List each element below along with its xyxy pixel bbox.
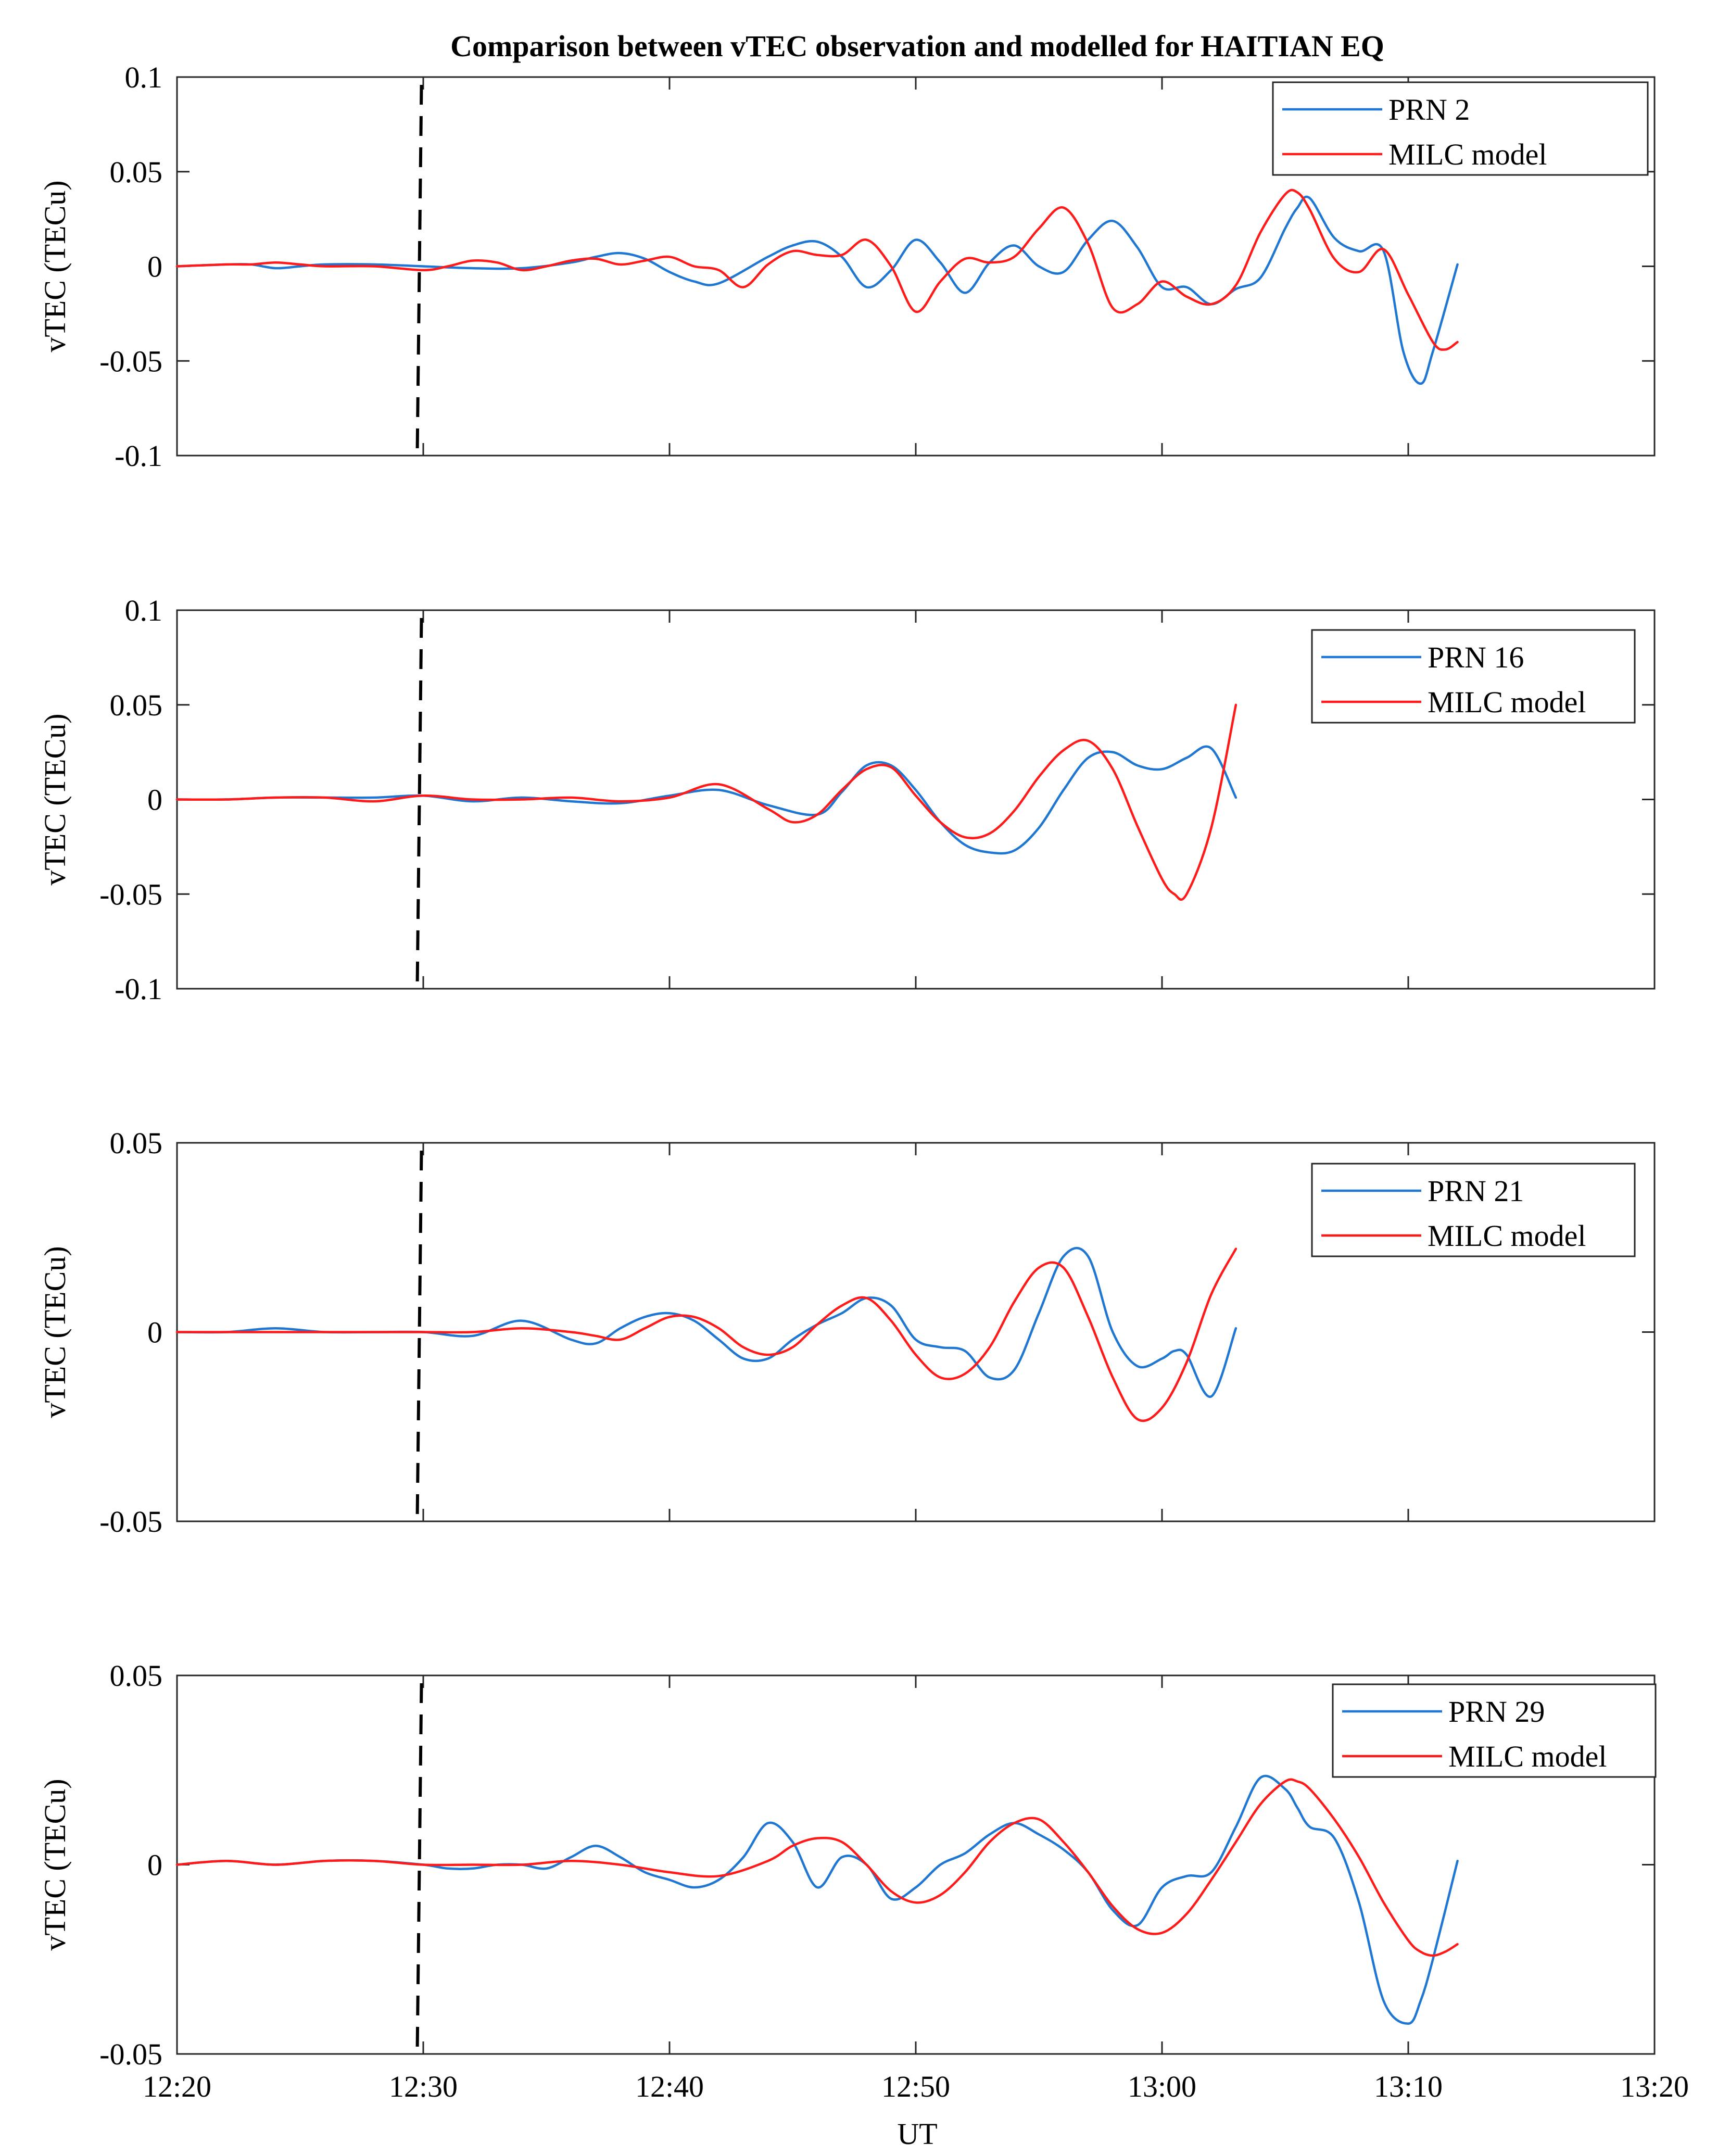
y-tick-label: 0.05	[110, 155, 163, 189]
y-tick-label: 0.1	[125, 60, 163, 94]
y-tick-label: 0.1	[125, 594, 163, 627]
y-tick-label: -0.05	[99, 877, 162, 911]
y-tick-label: 0	[147, 1848, 162, 1882]
legend-label: MILC model	[1428, 1219, 1586, 1253]
legend-label: MILC model	[1428, 685, 1586, 719]
legend: PRN 16 MILC model	[1311, 629, 1636, 724]
y-axis-label: vTEC (TECu)	[38, 1246, 72, 1418]
y-tick-label: -0.05	[99, 2037, 162, 2071]
event-marker-line	[415, 1683, 423, 2050]
series-line-observation	[175, 745, 1237, 855]
series-line-model	[175, 1247, 1237, 1422]
legend-box	[1332, 1683, 1657, 1778]
y-tick-label: 0.05	[110, 1126, 163, 1160]
legend-label: MILC model	[1388, 137, 1547, 171]
x-tick-label: 12:20	[143, 2070, 211, 2103]
panel-2: -0.1 -0.05 0 0.05 0.1 vTEC (TECu) PRN 16 MILC m…	[38, 594, 1656, 1006]
legend-label: PRN 16	[1428, 640, 1524, 674]
y-axis-label: vTEC (TECu)	[38, 180, 72, 352]
y-tick-label: 0	[147, 783, 162, 817]
legend-label: PRN 29	[1448, 1695, 1545, 1729]
series-line-observation	[175, 1774, 1459, 2025]
series-line-observation	[175, 195, 1459, 385]
legend-label: MILC model	[1448, 1739, 1607, 1773]
y-tick-label: 0.05	[110, 688, 163, 722]
legend-label: PRN 21	[1428, 1174, 1524, 1208]
series-line-model	[175, 188, 1459, 351]
x-tick-label: 12:40	[635, 2070, 704, 2103]
x-tick-label: 12:50	[881, 2070, 950, 2103]
legend-box	[1311, 629, 1636, 724]
x-tick-label: 13:10	[1374, 2070, 1443, 2103]
y-axis-label: vTEC (TECu)	[38, 713, 72, 885]
legend: PRN 2 MILC model	[1272, 81, 1649, 176]
event-marker-line	[415, 84, 423, 452]
y-tick-label: -0.05	[99, 344, 162, 378]
y-tick-label: 0	[147, 1316, 162, 1350]
legend: PRN 21 MILC model	[1311, 1163, 1636, 1257]
x-tick-label: 13:00	[1128, 2070, 1196, 2103]
y-tick-label: -0.05	[99, 1505, 162, 1539]
event-marker-line	[415, 617, 423, 985]
series-line-model	[175, 1778, 1459, 1957]
x-axis-label: UT	[897, 2117, 937, 2151]
x-tick-label: 12:30	[389, 2070, 458, 2103]
legend-label: PRN 2	[1388, 93, 1470, 127]
legend-box	[1272, 81, 1649, 176]
y-tick-label: -0.1	[115, 972, 162, 1006]
panel-1: -0.1 -0.05 0 0.05 0.1 vTEC (TECu) PRN 2 MILC mo…	[38, 60, 1656, 473]
legend-box	[1311, 1163, 1636, 1257]
chart-title: Comparison between vTEC observation and …	[450, 29, 1384, 63]
panel-4: 12:20 12:30 12:40 12:50 13:00 13:10 13:20 -0.05…	[38, 1659, 1689, 2103]
series-line-observation	[175, 1246, 1237, 1398]
event-marker-line	[415, 1150, 423, 1518]
x-tick-label: 13:20	[1620, 2070, 1689, 2103]
panel-3: -0.05 0 0.05 vTEC (TECu) PRN 21 MILC model	[38, 1126, 1656, 1539]
y-tick-label: -0.1	[115, 439, 162, 473]
y-tick-label: 0	[147, 250, 162, 284]
series-line-model	[175, 703, 1237, 901]
legend: PRN 29 MILC model	[1332, 1683, 1657, 1778]
y-tick-label: 0.05	[110, 1659, 163, 1693]
y-axis-label: vTEC (TECu)	[38, 1779, 72, 1950]
